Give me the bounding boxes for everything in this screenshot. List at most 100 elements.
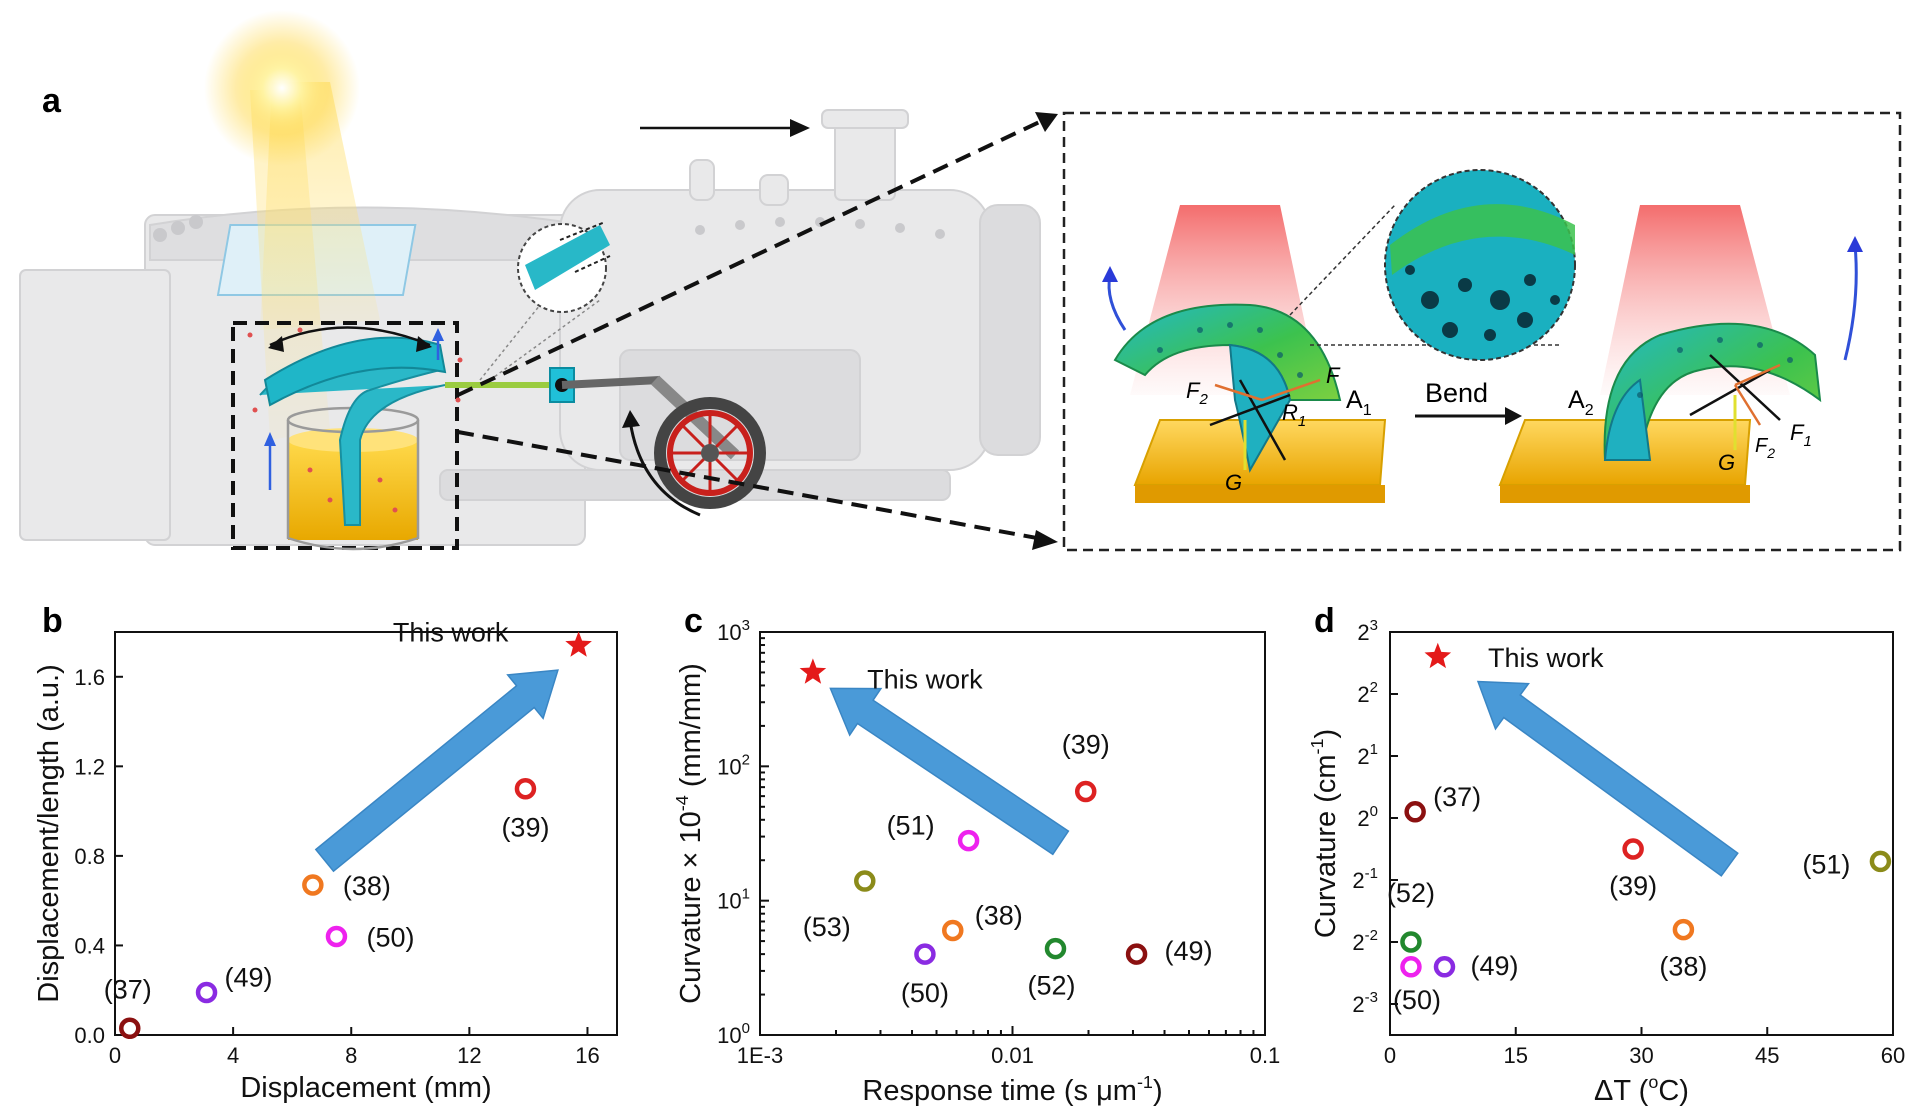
label-F2: F: [1186, 378, 1201, 403]
label-A1: A: [1346, 386, 1363, 414]
chart-d-frame: [1389, 631, 1894, 1036]
x-axis-title: Displacement (mm): [240, 1072, 491, 1104]
engine-rivets: [153, 215, 945, 242]
x-tick-label: 60: [1881, 1043, 1905, 1068]
chart-d: 0 15 30 45 60 2-3 2-2 2-1 20 21 22 23 ΔT (oC) Curvatu…: [1307, 617, 1905, 1107]
this-work-label: This work: [1488, 643, 1604, 673]
point-label: (51): [1802, 849, 1850, 879]
this-work-star: [565, 631, 592, 657]
point-label: (53): [803, 912, 851, 942]
x-tick-label: 1E-3: [737, 1043, 783, 1068]
label-G-b: G: [1718, 450, 1735, 475]
svg-text:F2: F2: [1755, 435, 1775, 461]
x-tick-label: 8: [345, 1043, 357, 1068]
data-point: [1404, 801, 1426, 823]
charts: 0 4 8 12 16 0.0 0.4 0.8 1.2 1.6 Displacement (mm) D…: [33, 617, 1905, 1107]
trend-arrow: [1476, 680, 1739, 877]
data-point: [914, 943, 936, 965]
chart-b: 0 4 8 12 16 0.0 0.4 0.8 1.2 1.6 Displacement (mm) D…: [33, 617, 618, 1104]
data-point: [1672, 918, 1695, 941]
this-work-label: This work: [393, 617, 509, 647]
label-F1: F: [1790, 420, 1805, 445]
label-F2-b: F: [1755, 435, 1769, 457]
vapor-dots: [247, 327, 463, 513]
wheel: [654, 397, 766, 509]
this-work-label: This work: [867, 664, 983, 694]
y-tick-label: 101: [717, 886, 750, 914]
y-tick-label: 2-3: [1352, 989, 1378, 1017]
y-tick-label: 1.6: [74, 665, 105, 690]
y-axis-title: Curvature (cm-1): [1307, 729, 1342, 938]
zoom-bubble: [1384, 169, 1576, 361]
state-a1: [1102, 205, 1387, 503]
x-axis-title: ΔT (oC): [1594, 1072, 1689, 1107]
data-point: [957, 829, 980, 852]
x-tick-label: 16: [575, 1043, 599, 1068]
this-work-star: [1424, 642, 1452, 669]
x-tick-label: 4: [227, 1043, 239, 1068]
x-tick-label: 12: [457, 1043, 481, 1068]
this-work-star: [799, 658, 827, 684]
svg-text:F1: F1: [1790, 420, 1812, 450]
data-point: [1074, 780, 1097, 803]
y-tick-label: 100: [717, 1020, 750, 1048]
y-tick-label: 2-1: [1352, 865, 1378, 893]
y-tick-label: 103: [717, 617, 750, 645]
state-a2: [1498, 205, 1863, 503]
data-point: [325, 925, 348, 948]
point-label: (50): [366, 922, 414, 952]
data-point: [119, 1017, 141, 1040]
data-point: [1400, 956, 1422, 978]
y-tick-label: 102: [717, 751, 750, 779]
y-tick-label: 0.0: [74, 1023, 105, 1048]
sun-icon: [204, 10, 380, 440]
y-tick-label: 0.8: [74, 844, 105, 869]
point-label: (49): [1165, 936, 1213, 966]
panel-b-letter: b: [42, 602, 63, 640]
y-tick-label: 20: [1357, 803, 1378, 831]
data-point: [1622, 838, 1644, 860]
bend-label: Bend: [1425, 378, 1488, 408]
point-label: (50): [1393, 985, 1441, 1015]
point-label: (38): [975, 900, 1023, 930]
x-axis-title: Response time (s μm-1): [862, 1072, 1162, 1107]
svg-text:R1: R1: [1282, 400, 1306, 430]
panel-c-letter: c: [684, 602, 703, 640]
point-label: (52): [1027, 971, 1075, 1001]
point-label: (38): [343, 871, 391, 901]
y-tick-label: 21: [1357, 741, 1378, 769]
y-tick-label: 0.4: [74, 933, 105, 958]
chart-c: 1E-3 0.01 0.1 100 101 102 103 Response time (s …: [672, 617, 1280, 1107]
data-point: [195, 981, 218, 1004]
x-tick-label: 0: [1384, 1043, 1396, 1068]
svg-text:A1: A1: [1346, 386, 1372, 419]
x-tick-label: 0.01: [991, 1043, 1034, 1068]
point-label: (50): [901, 978, 949, 1008]
x-tick-label: 15: [1504, 1043, 1528, 1068]
data-point: [1125, 943, 1148, 965]
x-tick-label: 0: [109, 1043, 121, 1068]
data-point: [1044, 937, 1067, 960]
chart-b-frame: [114, 631, 618, 1036]
data-point: [514, 777, 537, 800]
trend-arrow: [829, 687, 1070, 856]
data-point: [1433, 956, 1456, 978]
x-tick-label: 30: [1629, 1043, 1653, 1068]
point-label: (38): [1659, 952, 1707, 982]
label-G: G: [1225, 470, 1242, 495]
y-tick-label: 22: [1357, 679, 1378, 707]
point-label: (39): [501, 813, 549, 843]
connector-upper: [457, 116, 1049, 397]
y-axis-title: Displacement/length (a.u.): [33, 664, 65, 1003]
panel-a: a: [19, 10, 1902, 552]
svg-text:A2: A2: [1568, 386, 1594, 419]
label-F: F: [1326, 363, 1341, 388]
label-R1: R: [1282, 400, 1298, 425]
panel-d-letter: d: [1314, 602, 1335, 640]
trend-arrow: [314, 669, 559, 873]
point-label: (39): [1609, 871, 1657, 901]
data-point: [302, 874, 324, 896]
y-tick-label: 1.2: [74, 754, 105, 779]
point-label: (37): [1433, 782, 1481, 812]
